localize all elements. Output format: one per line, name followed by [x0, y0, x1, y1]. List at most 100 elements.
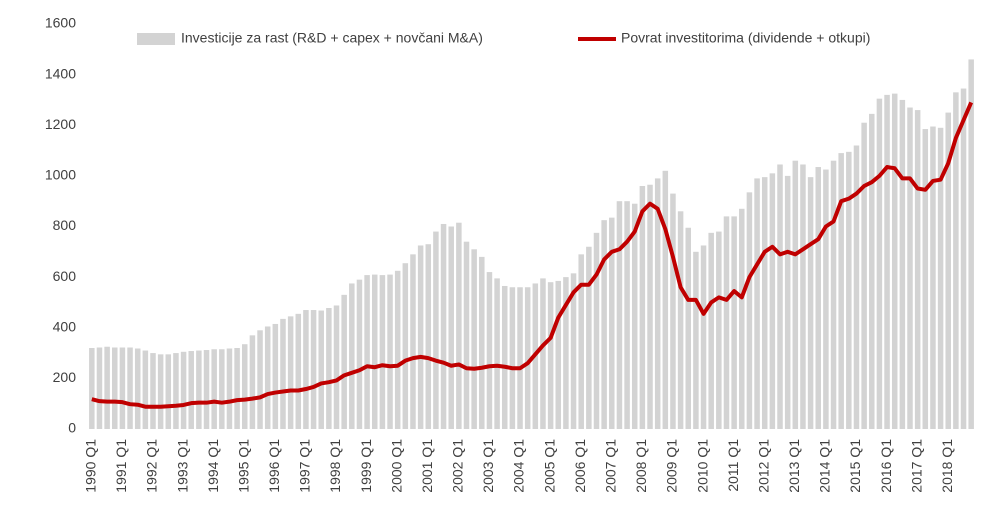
x-tick-label: 2012 Q1: [755, 439, 771, 493]
bar: [448, 226, 454, 429]
bar: [693, 251, 699, 429]
bar: [180, 351, 187, 429]
bar: [853, 145, 860, 429]
bar: [479, 256, 485, 429]
bar: [761, 177, 768, 429]
x-tick-label: 2016 Q1: [878, 439, 894, 493]
bar: [593, 232, 600, 429]
bar: [264, 326, 271, 429]
bar: [876, 98, 883, 429]
bar: [624, 201, 630, 429]
bar: [249, 335, 256, 429]
bar: [937, 127, 944, 429]
bar: [586, 246, 592, 429]
bar: [142, 350, 149, 429]
bar: [119, 347, 126, 429]
x-tick-label: 2003 Q1: [480, 439, 496, 493]
bar: [960, 88, 967, 429]
x-tick-label: 2014 Q1: [817, 439, 833, 493]
x-tick-label: 1997 Q1: [297, 439, 313, 493]
x-tick-label: 1994 Q1: [205, 439, 221, 493]
y-tick-label: 600: [53, 268, 77, 284]
x-tick-label: 2013 Q1: [786, 439, 802, 493]
bar: [257, 330, 263, 429]
bar: [670, 193, 676, 429]
line: [91, 101, 974, 409]
bar: [196, 350, 202, 429]
bar: [807, 177, 814, 429]
bar: [280, 318, 286, 429]
bar: [486, 272, 493, 429]
bar: [914, 110, 921, 429]
bar: [417, 245, 424, 429]
bar: [830, 160, 837, 429]
bar: [662, 170, 669, 429]
bar: [295, 313, 302, 429]
bar: [739, 208, 745, 429]
bar: [846, 151, 852, 429]
bar: [150, 353, 156, 429]
bar: [907, 107, 913, 429]
bar: [677, 211, 684, 429]
bar: [203, 350, 210, 429]
bar: [884, 94, 890, 429]
bar: [800, 164, 806, 429]
bar: [349, 283, 355, 429]
bar: [318, 310, 324, 429]
bar: [89, 348, 95, 429]
bar: [547, 282, 554, 429]
bar: [922, 129, 929, 429]
y-tick-label: 1400: [45, 65, 76, 81]
bar: [578, 254, 584, 429]
x-tick-label: 1998 Q1: [327, 439, 343, 493]
bar: [188, 351, 194, 429]
bar: [272, 323, 279, 429]
bar: [685, 227, 692, 429]
bar: [287, 316, 294, 429]
y-tick-label: 0: [68, 420, 76, 436]
bar: [609, 217, 615, 429]
bar: [746, 192, 753, 429]
y-tick-label: 200: [53, 369, 77, 385]
x-tick-label: 1992 Q1: [144, 439, 160, 493]
bar: [899, 99, 906, 429]
y-tick-label: 800: [53, 217, 77, 233]
bar: [716, 231, 722, 429]
legend-label: Investicije za rast (R&D + capex + novča…: [181, 30, 483, 46]
bar: [509, 287, 516, 429]
bar: [570, 273, 577, 429]
bar: [387, 274, 393, 429]
bar: [463, 241, 470, 429]
bar: [364, 275, 370, 429]
bar: [838, 153, 844, 429]
x-tick-label: 1996 Q1: [266, 439, 282, 493]
x-tick-label: 2010 Q1: [694, 439, 710, 493]
x-tick-label: 1990 Q1: [83, 439, 99, 493]
bar: [394, 270, 401, 429]
bar: [731, 216, 737, 429]
bar: [303, 310, 309, 429]
bar: [953, 92, 959, 429]
bar: [708, 232, 714, 429]
bar: [234, 348, 240, 429]
x-tick-label: 2018 Q1: [939, 439, 955, 493]
bar: [96, 347, 103, 429]
bar: [356, 279, 363, 429]
bar: [945, 112, 951, 429]
bar: [326, 308, 332, 429]
bar: [211, 349, 217, 429]
bar: [968, 59, 974, 429]
bar: [157, 354, 164, 429]
bar: [555, 280, 562, 429]
x-tick-label: 2001 Q1: [419, 439, 435, 493]
bar: [723, 216, 730, 429]
bar: [631, 203, 638, 429]
y-tick-label: 400: [53, 318, 77, 334]
x-tick-label: 2006 Q1: [572, 439, 588, 493]
x-tick-label: 1991 Q1: [113, 439, 129, 493]
bar: [869, 113, 875, 429]
x-tick-label: 2015 Q1: [847, 439, 863, 493]
x-tick-label: 2000 Q1: [388, 439, 404, 493]
bar: [754, 178, 760, 429]
